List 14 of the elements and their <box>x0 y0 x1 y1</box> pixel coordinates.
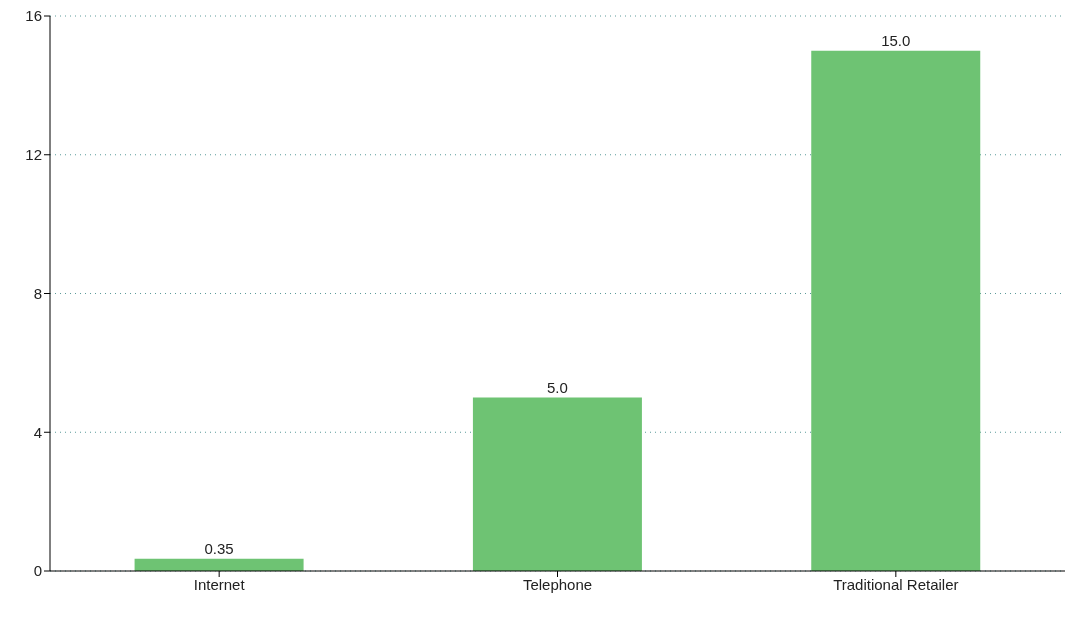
x-tick-label: Traditional Retailer <box>833 575 959 593</box>
bar <box>134 558 304 571</box>
x-tick-label: Telephone <box>522 575 593 593</box>
y-tick-label: 12 <box>25 146 42 164</box>
data-label: 0.35 <box>204 539 234 557</box>
data-label: 5.0 <box>546 378 568 396</box>
y-tick-label: 4 <box>33 423 42 441</box>
data-label: 15.0 <box>881 31 911 49</box>
bar <box>472 397 642 571</box>
x-tick-label: Internet <box>193 575 246 593</box>
y-tick-label: 8 <box>33 284 42 302</box>
bar <box>811 50 981 571</box>
y-tick-label: 16 <box>25 7 42 25</box>
y-tick-label: 0 <box>33 562 42 580</box>
